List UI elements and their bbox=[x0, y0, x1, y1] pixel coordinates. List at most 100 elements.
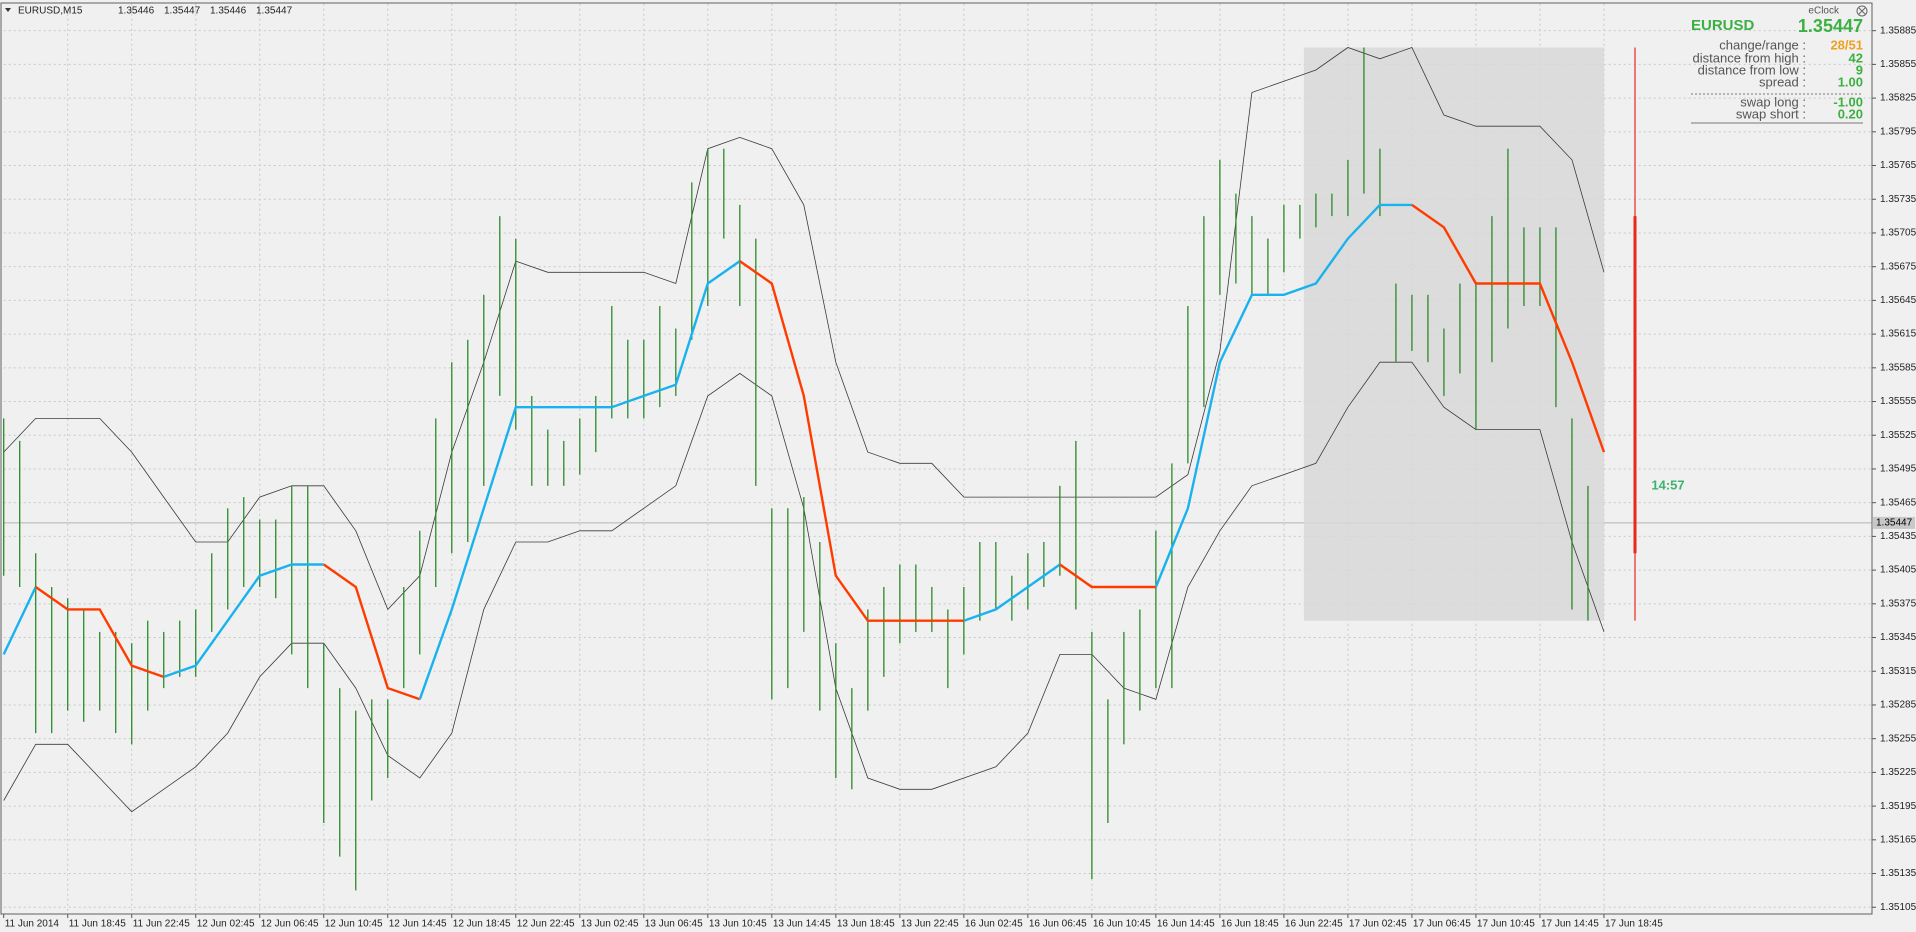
y-tick-label: 1.35705 bbox=[1880, 228, 1916, 239]
info-panel: EURUSD 1.35447 change/range : 28/51 distan… bbox=[1691, 16, 1863, 124]
y-tick-label: 1.35675 bbox=[1880, 261, 1916, 272]
panel-value: 28/51 bbox=[1830, 37, 1863, 52]
x-tick-label: 12 Jun 10:45 bbox=[325, 919, 383, 930]
x-tick-label: 16 Jun 18:45 bbox=[1221, 919, 1279, 930]
x-tick-label: 16 Jun 22:45 bbox=[1285, 919, 1343, 930]
band-middle bbox=[1059, 563, 1156, 589]
x-tick-label: 13 Jun 14:45 bbox=[773, 919, 831, 930]
x-tick-label: 13 Jun 22:45 bbox=[901, 919, 959, 930]
y-tick-label: 1.35285 bbox=[1880, 700, 1916, 711]
y-tick-label: 1.35195 bbox=[1880, 801, 1916, 812]
x-tick-label: 16 Jun 02:45 bbox=[965, 919, 1023, 930]
y-tick-label: 1.35825 bbox=[1880, 93, 1916, 104]
y-tick-label: 1.35315 bbox=[1880, 666, 1916, 677]
panel-label: swap long : bbox=[1740, 94, 1806, 109]
header-arrow[interactable] bbox=[5, 8, 11, 12]
panel-value: 42 bbox=[1849, 50, 1863, 65]
panel-value: 9 bbox=[1856, 62, 1863, 77]
band-middle bbox=[963, 563, 1061, 622]
band-middle bbox=[418, 260, 741, 700]
x-tick-label: 13 Jun 10:45 bbox=[709, 919, 767, 930]
x-tick-label: 17 Jun 10:45 bbox=[1477, 919, 1535, 930]
header: EURUSD,M15 1.35446 1.35447 1.35446 1.35447 bbox=[18, 6, 293, 17]
x-tick-label: 17 Jun 06:45 bbox=[1413, 919, 1471, 930]
range-layer bbox=[1303, 47, 1637, 621]
y-tick-label: 1.35255 bbox=[1880, 733, 1916, 744]
y-tick-label: 1.35765 bbox=[1880, 160, 1916, 171]
band-middle bbox=[163, 563, 324, 679]
price-tag-label: 1.35447 bbox=[1876, 518, 1913, 529]
y-tick-label: 1.35795 bbox=[1880, 126, 1916, 137]
x-tick-label: 13 Jun 18:45 bbox=[837, 919, 895, 930]
band-middle bbox=[739, 260, 964, 622]
y-tick-label: 1.35375 bbox=[1880, 598, 1916, 609]
close-icon[interactable] bbox=[1856, 5, 1868, 17]
session-range bbox=[1303, 47, 1604, 621]
x-tick-label: 16 Jun 06:45 bbox=[1029, 919, 1087, 930]
panel-symbol: EURUSD bbox=[1691, 17, 1755, 34]
y-tick-label: 1.35585 bbox=[1880, 362, 1916, 373]
x-tick-label: 17 Jun 18:45 bbox=[1605, 919, 1663, 930]
panel-label: distance from high : bbox=[1693, 50, 1806, 65]
panel-label: swap short : bbox=[1736, 106, 1806, 121]
y-tick-label: 1.35465 bbox=[1880, 497, 1916, 508]
panel-label: change/range : bbox=[1719, 37, 1806, 52]
header-ohlc: 1.35447 bbox=[256, 6, 293, 17]
panel-value: 1.00 bbox=[1838, 74, 1863, 89]
band-middle bbox=[323, 563, 421, 701]
timer: 14:57 bbox=[1651, 477, 1684, 492]
panel-value: -1.00 bbox=[1833, 94, 1863, 109]
x-tick-label: 17 Jun 02:45 bbox=[1349, 919, 1407, 930]
band-middle bbox=[35, 586, 165, 679]
y-tick-label: 1.35225 bbox=[1880, 767, 1916, 778]
plot-frame bbox=[0, 2, 1873, 915]
y-tick-label: 1.35495 bbox=[1880, 464, 1916, 475]
y-tick-label: 1.35555 bbox=[1880, 396, 1916, 407]
panel-value: 0.20 bbox=[1838, 106, 1863, 121]
y-tick-label: 1.35435 bbox=[1880, 531, 1916, 542]
band-middle bbox=[1411, 203, 1606, 453]
indicator-name: eClock bbox=[1808, 6, 1840, 17]
y-tick-label: 1.35645 bbox=[1880, 295, 1916, 306]
header-ohlc: 1.35446 bbox=[118, 6, 155, 17]
x-tick-label: 11 Jun 18:45 bbox=[69, 919, 127, 930]
axis-layer: 1.35885 1.35855 1.35825 1.35795 1.35765 1.357… bbox=[3, 25, 1916, 930]
x-tick-label: 12 Jun 02:45 bbox=[197, 919, 255, 930]
band-middle bbox=[1154, 203, 1412, 588]
y-tick-label: 1.35885 bbox=[1880, 25, 1916, 36]
y-tick-label: 1.35525 bbox=[1880, 430, 1916, 441]
x-tick-label: 13 Jun 06:45 bbox=[645, 919, 703, 930]
x-tick-label: 16 Jun 10:45 bbox=[1093, 919, 1151, 930]
x-tick-label: 12 Jun 14:45 bbox=[389, 919, 447, 930]
y-tick-label: 1.35165 bbox=[1880, 834, 1916, 845]
x-tick-label: 11 Jun 22:45 bbox=[133, 919, 191, 930]
y-tick-label: 1.35405 bbox=[1880, 565, 1916, 576]
panel-price: 1.35447 bbox=[1798, 16, 1863, 36]
x-tick-label: 12 Jun 06:45 bbox=[261, 919, 319, 930]
y-tick-label: 1.35105 bbox=[1880, 902, 1916, 913]
y-tick-label: 1.35735 bbox=[1880, 194, 1916, 205]
bar-layer bbox=[2, 47, 1606, 891]
x-tick-label: 12 Jun 22:45 bbox=[517, 919, 575, 930]
x-tick-label: 16 Jun 14:45 bbox=[1157, 919, 1215, 930]
y-tick-label: 1.35615 bbox=[1880, 329, 1916, 340]
x-tick-label: 11 Jun 2014 bbox=[5, 919, 60, 930]
band-upper bbox=[3, 47, 1605, 611]
y-tick-label: 1.35345 bbox=[1880, 632, 1916, 643]
x-tick-label: 13 Jun 02:45 bbox=[581, 919, 639, 930]
price-tag bbox=[1873, 516, 1915, 529]
y-tick-label: 1.35855 bbox=[1880, 59, 1916, 70]
header-symbol: EURUSD,M15 bbox=[18, 6, 83, 17]
header-ohlc: 1.35447 bbox=[164, 6, 201, 17]
close-icon-cross bbox=[1858, 7, 1866, 15]
x-tick-label: 17 Jun 14:45 bbox=[1541, 919, 1599, 930]
band-middle bbox=[2, 586, 37, 655]
x-tick-label: 12 Jun 18:45 bbox=[453, 919, 511, 930]
panel-label: spread : bbox=[1759, 74, 1806, 89]
y-tick-label: 1.35135 bbox=[1880, 868, 1916, 879]
header-ohlc: 1.35446 bbox=[210, 6, 247, 17]
panel-label: distance from low : bbox=[1698, 62, 1806, 77]
